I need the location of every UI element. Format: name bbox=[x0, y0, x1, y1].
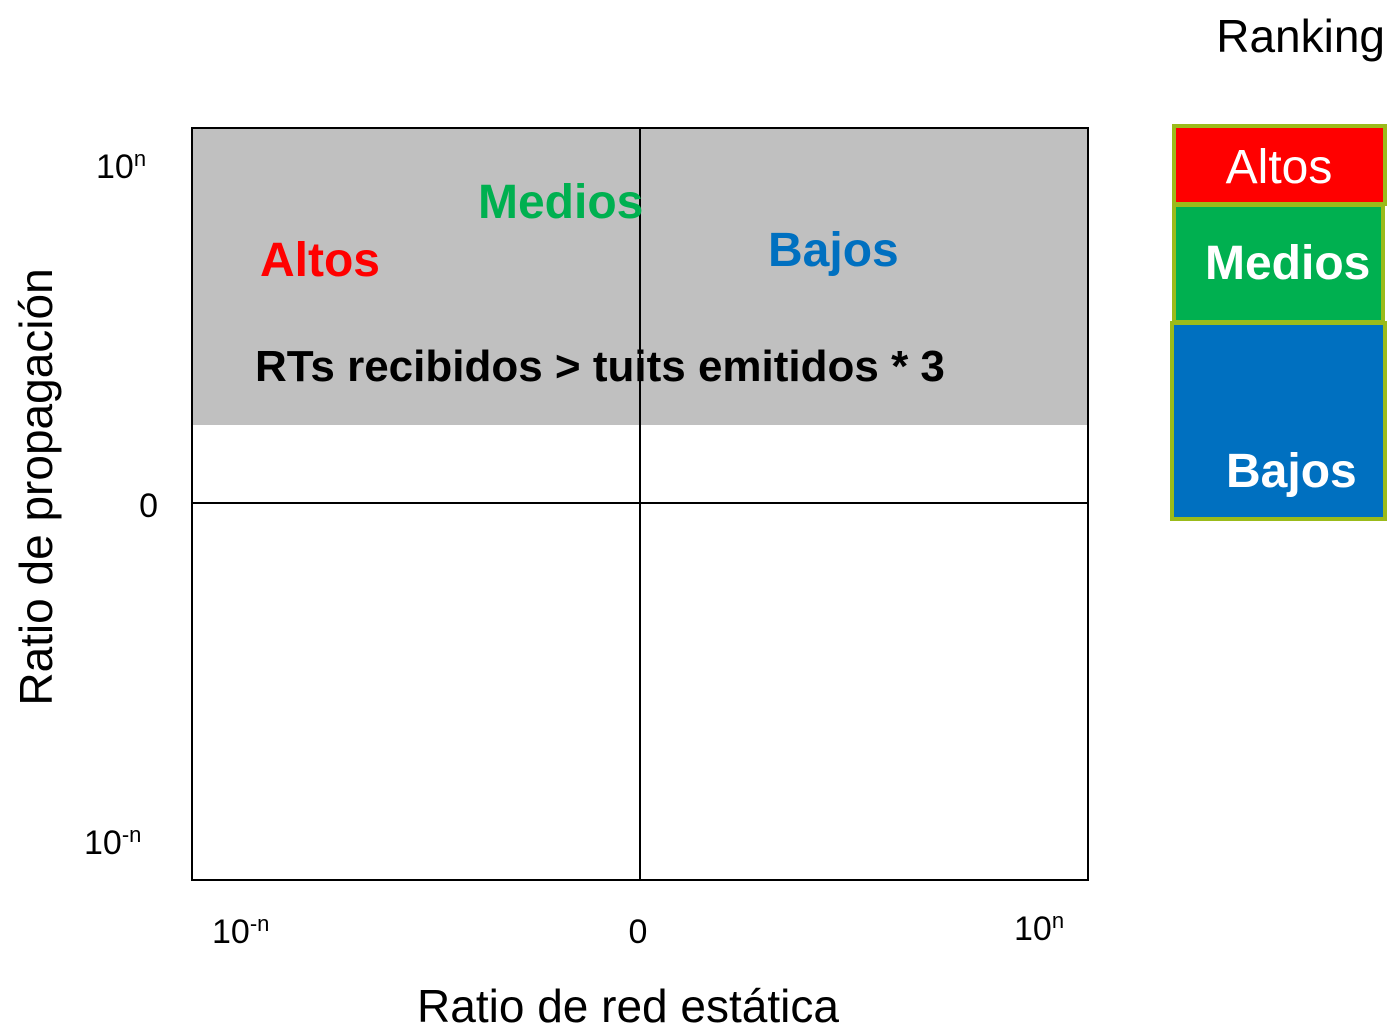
x-tick-label: 10-n bbox=[212, 911, 269, 951]
tick-exponent: -n bbox=[250, 911, 270, 936]
ranking-item: Altos bbox=[1226, 141, 1333, 194]
ranking-box bbox=[1172, 124, 1387, 206]
x-tick-label: 10n bbox=[1014, 908, 1064, 948]
tick-exponent: n bbox=[1052, 908, 1064, 933]
tick-exponent: -n bbox=[122, 822, 142, 847]
ranking-box bbox=[1172, 203, 1385, 324]
y-tick-label: 10-n bbox=[84, 822, 141, 862]
y-tick-label: 0 bbox=[139, 487, 158, 525]
tick-base: 10 bbox=[84, 824, 122, 862]
ranking-item: Medios bbox=[1205, 237, 1370, 290]
tick-exponent: n bbox=[134, 146, 146, 171]
region-label: Bajos bbox=[768, 224, 899, 277]
tick-base: 10 bbox=[96, 148, 134, 186]
x-tick-label: 0 bbox=[629, 913, 648, 951]
title: Ranking bbox=[1216, 10, 1385, 62]
tick-base: 10 bbox=[212, 913, 250, 951]
y-tick-label: 10n bbox=[96, 146, 146, 186]
condition-text: RTs recibidos > tuits emitidos * 3 bbox=[255, 342, 945, 391]
ranking-box bbox=[1170, 321, 1387, 521]
region-label: Altos bbox=[260, 234, 380, 287]
tick-base: 10 bbox=[1014, 910, 1052, 948]
y-axis-label: Ratio de propagación bbox=[10, 268, 62, 705]
ranking-item: Bajos bbox=[1226, 445, 1357, 498]
region-label: Medios bbox=[478, 176, 643, 229]
x-axis-label: Ratio de red estática bbox=[417, 980, 839, 1025]
